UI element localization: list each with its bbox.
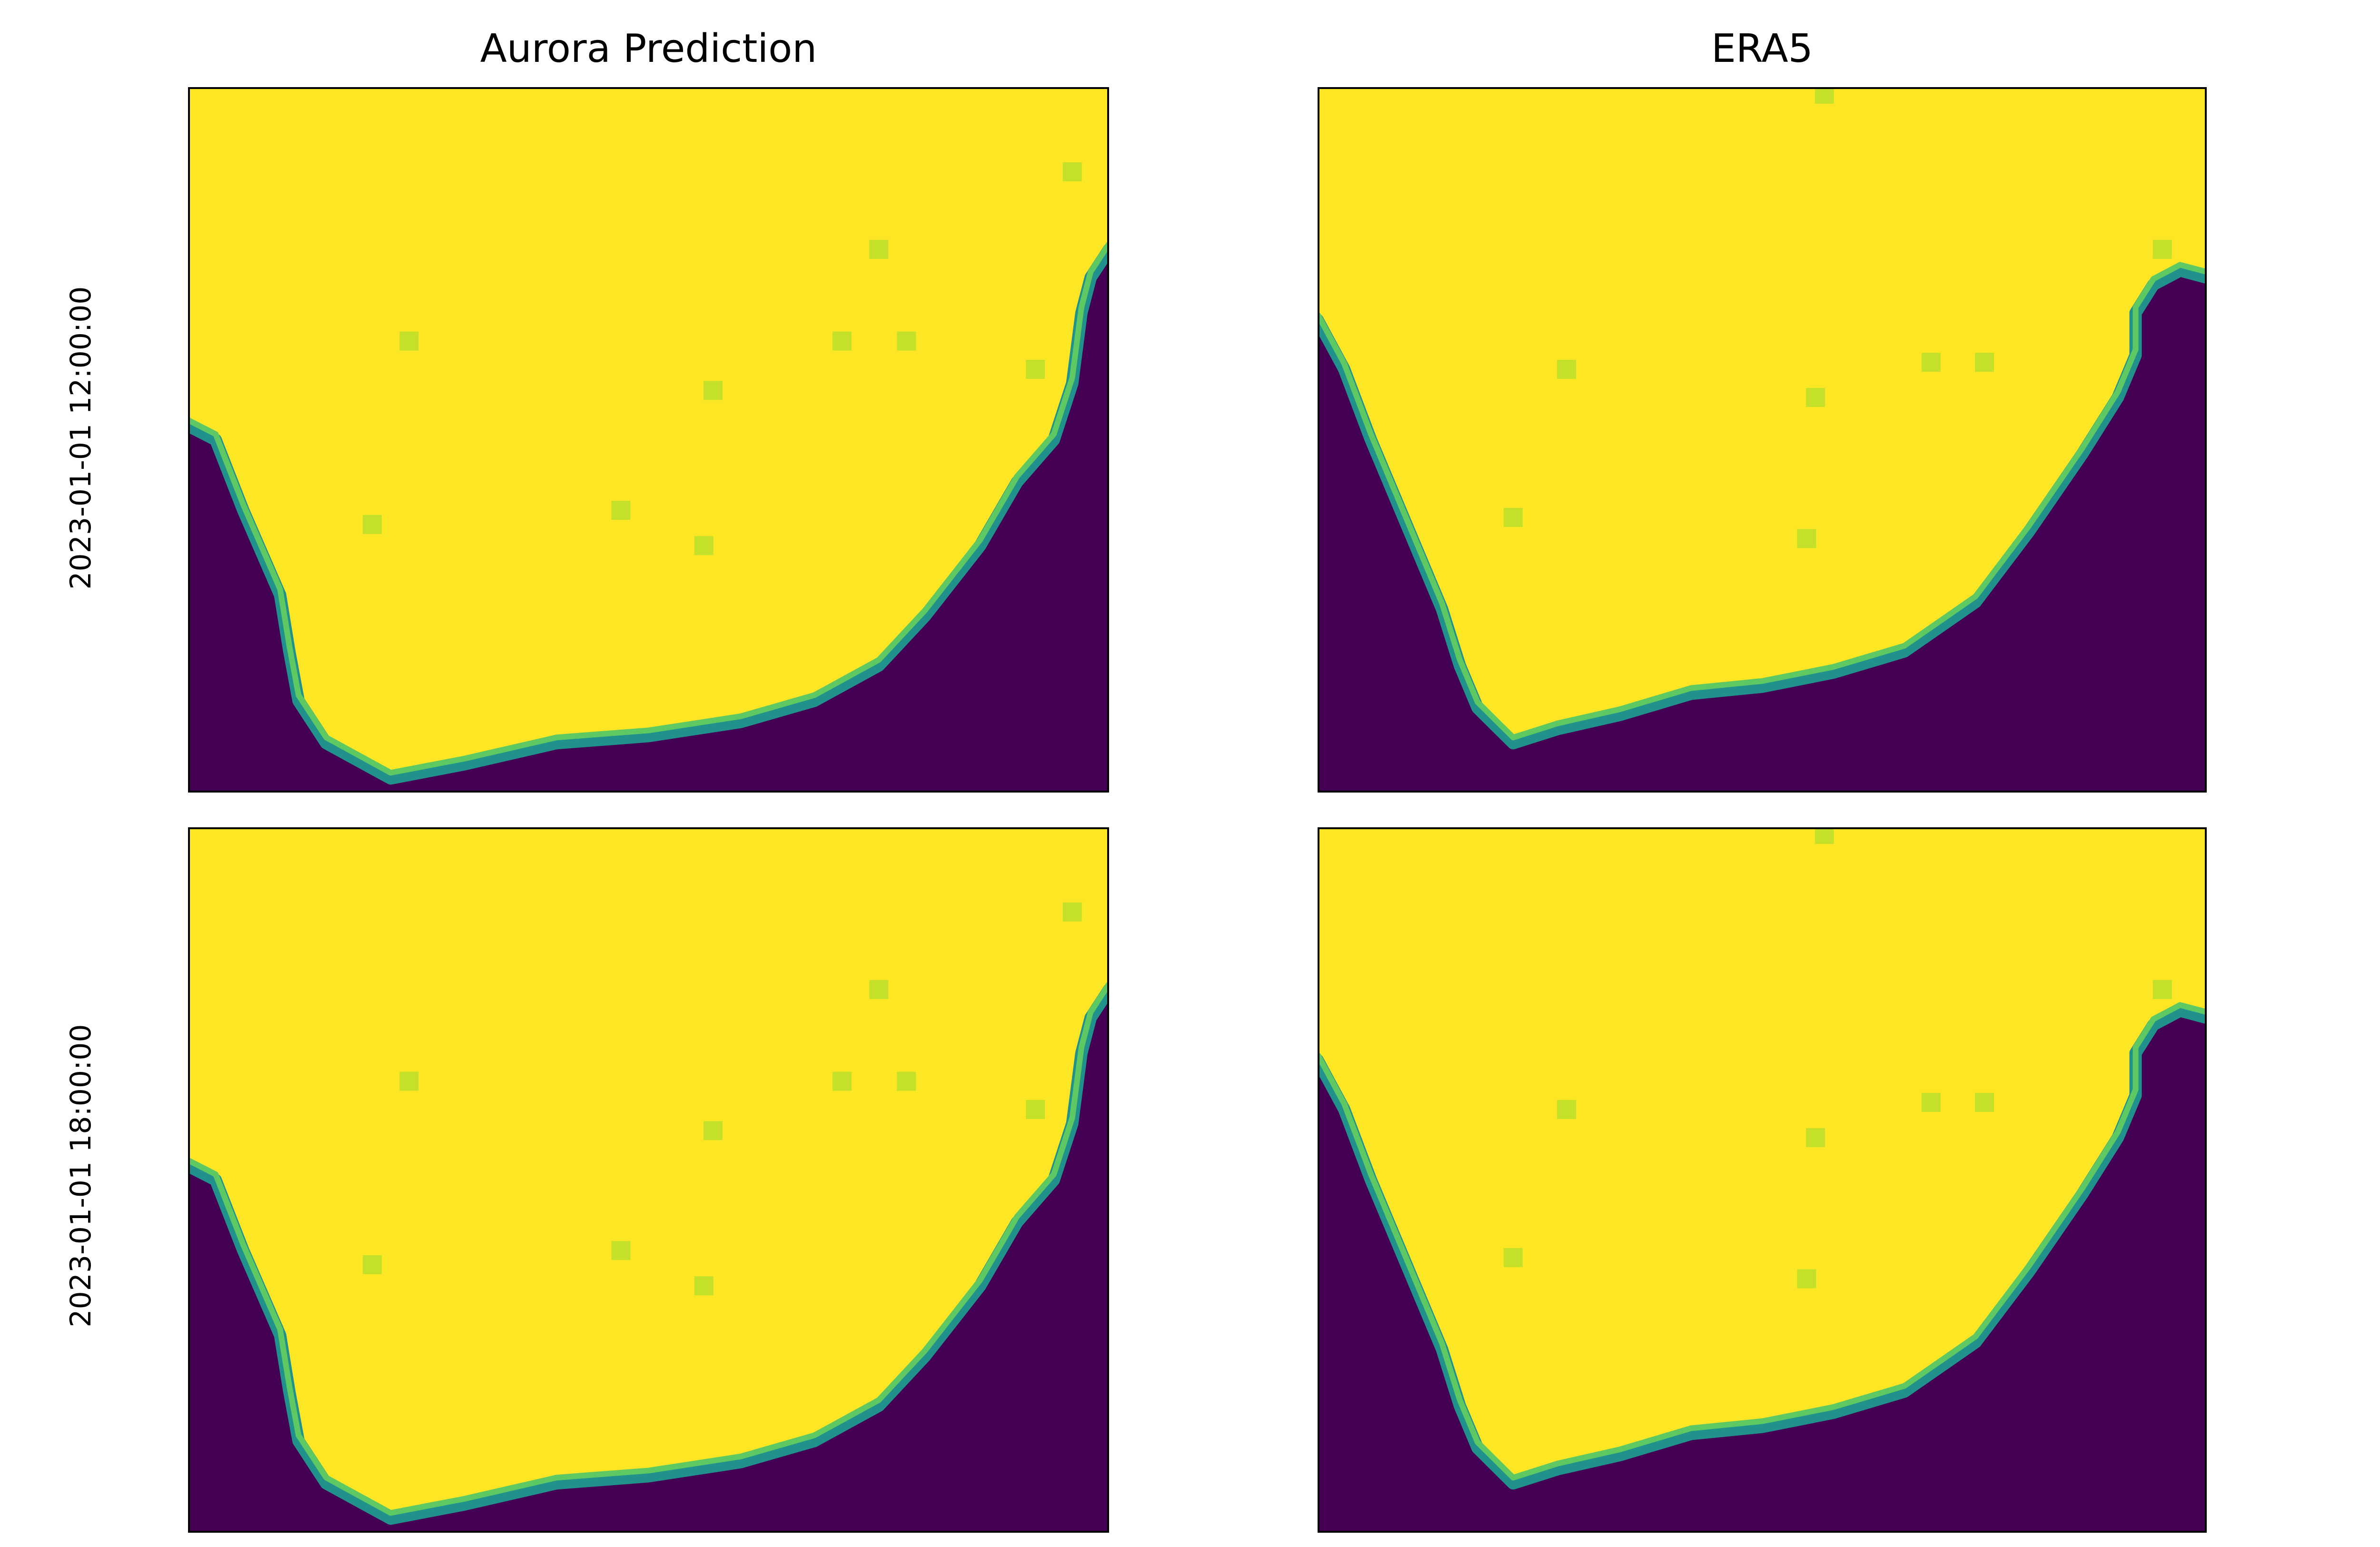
axes-frame (1318, 827, 2207, 1533)
land-speck (1921, 1092, 1941, 1112)
land-speck (611, 1241, 631, 1260)
coastline-edge (1318, 1002, 2207, 1481)
land-speck (1026, 1100, 1045, 1119)
land-speck (1503, 508, 1523, 527)
heatmap-aurora-1800 (188, 827, 1109, 1533)
land-speck (869, 239, 889, 259)
land-speck (1921, 352, 1941, 372)
heatmap-era5-1200 (1318, 87, 2207, 793)
land-speck (1797, 1269, 1816, 1289)
land-speck (363, 1255, 382, 1274)
land-speck (1815, 827, 1834, 844)
column-title-aurora: Aurora Prediction (480, 26, 817, 71)
heatmap-era5-1800 (1318, 827, 2207, 1533)
land-speck (832, 1071, 852, 1091)
land-speck (399, 1071, 419, 1091)
land-speck (1975, 1092, 1994, 1112)
column-title-era5: ERA5 (1711, 26, 1813, 71)
land-speck (1806, 388, 1825, 407)
panel-aurora-1200 (188, 87, 1109, 793)
axes-frame (188, 87, 1109, 793)
coastline-edge (188, 982, 1109, 1516)
panel-aurora-1800 (188, 827, 1109, 1533)
land-speck (1503, 1248, 1523, 1268)
land-speck (832, 331, 852, 351)
land-speck (703, 381, 723, 400)
panel-era5-1800 (1318, 827, 2207, 1533)
land-speck (703, 1121, 723, 1140)
land-speck (1557, 359, 1577, 379)
row-label-1800: 2023-01-01 18:00:00 (64, 1024, 98, 1328)
land-speck (1026, 359, 1045, 379)
row-label-1200: 2023-01-01 12:00:00 (64, 286, 98, 590)
land-speck (897, 1071, 916, 1091)
land-speck (399, 331, 419, 351)
land-speck (694, 536, 714, 555)
land-speck (869, 980, 889, 999)
land-speck (2152, 980, 2172, 999)
land-speck (1062, 902, 1082, 922)
land-speck (1806, 1128, 1825, 1148)
axes-frame (188, 827, 1109, 1533)
ocean-area (1318, 270, 2207, 793)
coastline-edge (188, 242, 1109, 776)
coastline-edge (1318, 262, 2207, 741)
axes-frame (1318, 87, 2207, 793)
ocean-area (1318, 1011, 2207, 1533)
land-speck (694, 1276, 714, 1296)
land-speck (897, 331, 916, 351)
land-speck (611, 501, 631, 520)
ocean-area (188, 989, 1109, 1533)
land-speck (1975, 352, 1994, 372)
land-speck (363, 515, 382, 534)
ocean-area (188, 249, 1109, 793)
land-speck (1062, 162, 1082, 181)
land-speck (1815, 87, 1834, 104)
panel-era5-1200 (1318, 87, 2207, 793)
land-speck (1557, 1100, 1577, 1119)
heatmap-aurora-1200 (188, 87, 1109, 793)
land-speck (2152, 239, 2172, 259)
land-speck (1797, 529, 1816, 548)
